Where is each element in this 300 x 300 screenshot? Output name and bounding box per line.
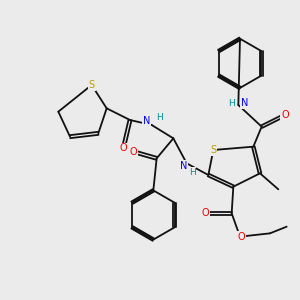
Text: O: O	[238, 232, 245, 242]
Text: H: H	[189, 168, 195, 177]
Text: O: O	[201, 208, 209, 218]
Text: S: S	[88, 80, 95, 90]
Text: O: O	[130, 147, 137, 157]
Text: O: O	[281, 110, 289, 120]
Text: O: O	[119, 143, 127, 153]
Text: N: N	[142, 116, 150, 126]
Text: H: H	[156, 113, 163, 122]
Text: S: S	[210, 145, 216, 155]
Text: N: N	[180, 161, 188, 171]
Text: N: N	[241, 98, 248, 109]
Text: H: H	[228, 99, 235, 108]
